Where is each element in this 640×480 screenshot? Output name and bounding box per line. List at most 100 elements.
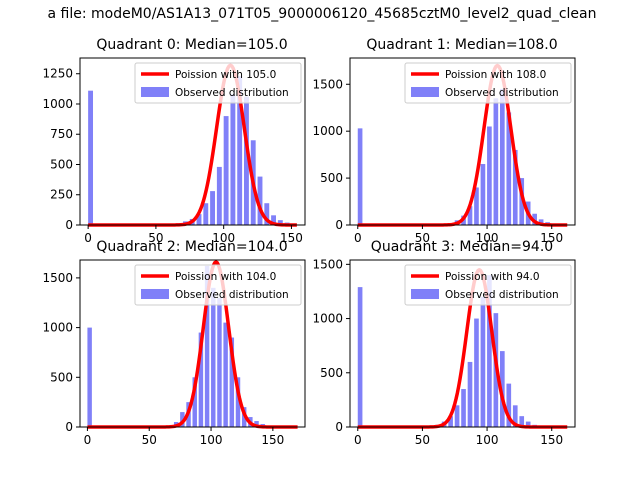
histogram-bar xyxy=(487,275,492,427)
histogram-bar xyxy=(211,287,216,427)
y-tick-label: 500 xyxy=(50,157,73,171)
histogram-bar xyxy=(467,206,473,225)
y-tick-label: 0 xyxy=(335,420,343,434)
histogram-bar xyxy=(480,164,486,225)
x-tick-label: 150 xyxy=(261,433,284,447)
y-tick-label: 500 xyxy=(320,366,343,380)
suptitle: a file: modeM0/AS1A13_071T05_9000006120_… xyxy=(48,6,597,22)
histogram-bar xyxy=(230,94,236,225)
histogram-bar xyxy=(506,112,512,225)
subplot-quadrant-3: Quadrant 3: Median=94.0 0 50 100 1500500100… xyxy=(312,239,576,447)
histogram-bar xyxy=(196,214,202,225)
legend-box xyxy=(404,62,572,104)
x-tick-label: 100 xyxy=(200,433,223,447)
legend-bar-swatch xyxy=(411,289,439,299)
y-tick-label: 500 xyxy=(50,370,73,384)
legend-box xyxy=(134,264,302,306)
y-tick-label: 1000 xyxy=(312,124,343,138)
axes-frame xyxy=(349,259,576,428)
legend-label: Observed distribution xyxy=(445,289,559,301)
histogram-bar xyxy=(216,166,222,225)
x-tick-label: 100 xyxy=(476,433,499,447)
histogram-bar xyxy=(223,116,229,225)
histogram-bar xyxy=(519,178,525,225)
axes-frame xyxy=(349,57,576,226)
histogram-bar xyxy=(448,416,453,427)
x-tick-label: 50 xyxy=(148,231,163,245)
subplot-quadrant-0: Quadrant 0: Median=105.0 0 50 100 150 0 250 50… xyxy=(42,37,306,245)
x-tick-label: 0 xyxy=(84,231,92,245)
histogram-bar xyxy=(357,128,363,225)
legend-box xyxy=(404,264,572,306)
histogram-bar xyxy=(264,203,270,225)
histogram-bar xyxy=(525,421,531,427)
histogram-bar xyxy=(271,215,276,225)
histogram-bar xyxy=(223,322,228,427)
histogram-bar xyxy=(180,412,185,427)
histogram-bar xyxy=(277,220,283,225)
y-tick-label: 0 xyxy=(335,218,343,232)
x-tick-label: 0 xyxy=(354,231,362,245)
histogram-bar xyxy=(198,332,204,427)
y-tick-label: 1500 xyxy=(42,271,73,285)
x-tick-label: 150 xyxy=(540,433,563,447)
histogram-bar xyxy=(204,265,210,427)
histogram-bar xyxy=(88,90,94,225)
histogram-bar xyxy=(474,187,479,225)
histogram-bar xyxy=(461,389,466,427)
x-tick-label: 100 xyxy=(212,231,235,245)
histogram-bar xyxy=(519,416,525,427)
histogram-bar xyxy=(487,126,492,225)
panel-title: Quadrant 3: Median=94.0 xyxy=(371,239,553,255)
axes-frame xyxy=(79,57,306,226)
histogram-bar xyxy=(229,337,235,427)
histogram-bar xyxy=(257,176,263,225)
x-tick-label: 0 xyxy=(84,433,92,447)
y-tick-label: 1000 xyxy=(42,97,73,111)
legend-box xyxy=(134,62,302,104)
y-tick-label: 1000 xyxy=(42,321,73,335)
x-tick-label: 50 xyxy=(142,433,157,447)
histogram-bar xyxy=(467,361,473,427)
histogram-bar xyxy=(474,318,479,427)
panel-title: Quadrant 1: Median=108.0 xyxy=(366,37,557,53)
histogram-bar xyxy=(217,297,222,427)
histogram-bar xyxy=(500,351,505,427)
histogram-bar xyxy=(357,287,363,427)
y-tick-label: 1500 xyxy=(312,77,343,91)
legend-label: Poission with 108.0 xyxy=(445,69,546,81)
x-tick-label: 150 xyxy=(280,231,303,245)
histogram-bar xyxy=(192,377,197,427)
histogram-bar xyxy=(512,149,518,225)
subplot-quadrant-2: Quadrant 2: Median=104.0 0 50 100 150050010… xyxy=(42,239,306,447)
histogram-bar xyxy=(203,203,209,225)
histogram-bar xyxy=(244,96,249,225)
x-tick-label: 0 xyxy=(354,433,362,447)
histogram-bar xyxy=(506,383,512,427)
histogram-bar xyxy=(454,405,460,427)
panel-title: Quadrant 0: Median=105.0 xyxy=(96,37,287,53)
panel-title: Quadrant 2: Median=104.0 xyxy=(96,239,287,255)
histogram-bar xyxy=(538,219,544,225)
histogram-bar xyxy=(235,377,241,427)
y-tick-label: 1250 xyxy=(42,67,73,81)
histogram-bar xyxy=(87,327,92,427)
subplot-quadrant-1: Quadrant 1: Median=108.0 0 50 100 150050010… xyxy=(312,37,576,245)
x-tick-label: 50 xyxy=(415,433,430,447)
y-tick-label: 0 xyxy=(65,218,73,232)
legend-label: Poission with 105.0 xyxy=(175,69,276,81)
legend-bar-swatch xyxy=(141,87,169,97)
x-tick-label: 50 xyxy=(415,231,430,245)
x-tick-label: 100 xyxy=(476,231,499,245)
y-tick-label: 1000 xyxy=(312,312,343,326)
legend-label: Observed distribution xyxy=(445,87,559,99)
x-tick-label: 150 xyxy=(540,231,563,245)
y-tick-label: 1500 xyxy=(312,257,343,271)
legend-bar-swatch xyxy=(141,289,169,299)
legend-label: Observed distribution xyxy=(175,87,289,99)
legend-bar-swatch xyxy=(411,87,439,97)
axes-frame xyxy=(79,259,306,428)
y-tick-label: 0 xyxy=(65,420,73,434)
histogram-bar xyxy=(500,88,505,226)
